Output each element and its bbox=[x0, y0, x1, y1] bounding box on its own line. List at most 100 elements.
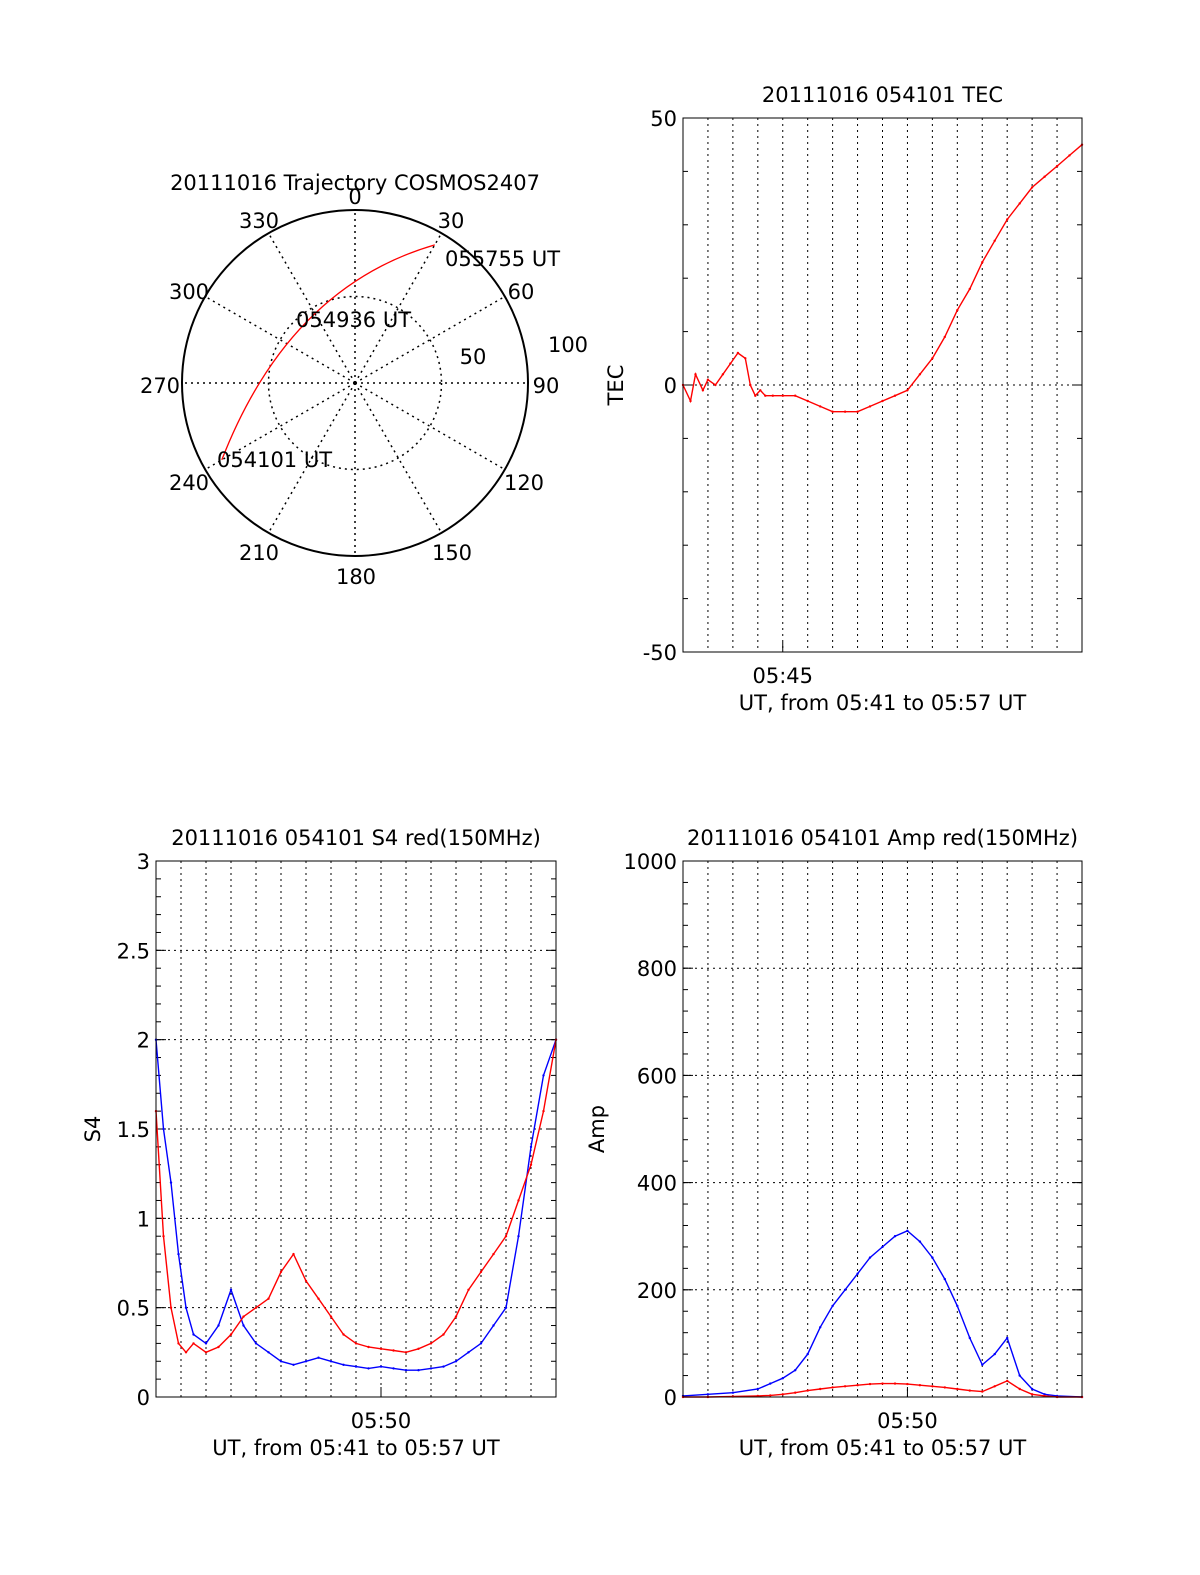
data-point bbox=[868, 405, 872, 408]
data-point bbox=[329, 1360, 333, 1363]
data-point bbox=[404, 1351, 408, 1354]
data-point bbox=[169, 1181, 173, 1184]
data-point bbox=[517, 1199, 520, 1202]
plot-frame bbox=[155, 860, 557, 1398]
ring-label: 100 bbox=[548, 333, 588, 357]
data-point bbox=[504, 1306, 508, 1309]
y-tick-label: 0.5 bbox=[117, 1297, 150, 1321]
data-point bbox=[467, 1288, 470, 1292]
y-axis-label: Amp bbox=[585, 1105, 609, 1153]
data-point bbox=[769, 1394, 772, 1397]
data-point bbox=[1006, 218, 1009, 221]
azimuth-label: 180 bbox=[336, 565, 376, 589]
data-point bbox=[794, 1391, 797, 1394]
azimuth-label: 150 bbox=[432, 541, 472, 565]
data-point bbox=[342, 1363, 345, 1367]
data-point bbox=[931, 357, 934, 360]
azimuth-label: 120 bbox=[504, 471, 544, 495]
data-point bbox=[1030, 1393, 1034, 1396]
data-point bbox=[1043, 175, 1046, 178]
data-point bbox=[769, 1382, 772, 1385]
data-point bbox=[169, 1306, 173, 1309]
spoke bbox=[354, 232, 443, 384]
data-point bbox=[819, 405, 822, 408]
azimuth-label: 210 bbox=[239, 541, 279, 565]
data-point bbox=[694, 373, 697, 376]
data-point bbox=[881, 1382, 884, 1385]
data-point bbox=[542, 1109, 545, 1113]
data-point bbox=[819, 1387, 822, 1391]
data-point bbox=[517, 1235, 520, 1238]
data-point bbox=[831, 410, 834, 413]
spoke bbox=[354, 382, 506, 471]
ring-label: 50 bbox=[460, 345, 487, 369]
data-point bbox=[292, 1252, 295, 1256]
data-point bbox=[781, 1377, 784, 1380]
data-point bbox=[254, 1306, 258, 1309]
data-point bbox=[229, 1288, 233, 1292]
data-point bbox=[317, 1356, 320, 1359]
y-tick-label: 200 bbox=[637, 1279, 677, 1303]
data-point bbox=[304, 1279, 308, 1283]
chart-title: 20111016 054101 S4 red(150MHz) bbox=[171, 826, 541, 850]
data-point bbox=[184, 1306, 188, 1309]
data-point bbox=[1018, 202, 1021, 205]
data-point bbox=[981, 1390, 984, 1393]
azimuth-label: 0 bbox=[348, 185, 361, 209]
data-point bbox=[329, 1315, 333, 1318]
data-point bbox=[906, 389, 909, 392]
data-point bbox=[956, 1387, 959, 1391]
data-point bbox=[706, 378, 710, 381]
data-point bbox=[893, 394, 897, 397]
data-point bbox=[868, 1382, 872, 1386]
y-tick-label: 3 bbox=[137, 850, 150, 874]
data-point bbox=[956, 1304, 959, 1308]
data-point bbox=[242, 1324, 245, 1327]
data-point bbox=[242, 1315, 245, 1318]
data-point bbox=[192, 1333, 195, 1336]
data-point bbox=[856, 1384, 859, 1387]
data-point bbox=[729, 362, 732, 365]
data-point bbox=[204, 1342, 208, 1345]
data-point bbox=[856, 410, 859, 413]
data-point bbox=[442, 1333, 445, 1336]
data-point bbox=[843, 1288, 847, 1292]
data-point bbox=[367, 1345, 370, 1349]
data-point bbox=[981, 1363, 984, 1367]
data-point bbox=[968, 287, 971, 291]
spoke bbox=[267, 382, 356, 534]
y-tick-label: 0 bbox=[664, 374, 677, 398]
data-point bbox=[162, 1127, 165, 1131]
data-point bbox=[918, 1240, 922, 1243]
outer-ring bbox=[181, 209, 529, 557]
data-point bbox=[184, 1351, 188, 1354]
data-point bbox=[504, 1235, 508, 1238]
y-tick-label: 1 bbox=[137, 1207, 150, 1231]
data-point bbox=[1006, 1379, 1009, 1383]
data-point bbox=[479, 1342, 483, 1345]
data-point bbox=[754, 394, 757, 397]
data-point bbox=[736, 351, 740, 355]
data-point bbox=[429, 1342, 433, 1345]
data-point bbox=[404, 1369, 408, 1372]
trajectory-line bbox=[221, 244, 435, 461]
data-point bbox=[267, 1351, 270, 1354]
data-point bbox=[217, 1345, 220, 1349]
data-point bbox=[367, 1367, 370, 1370]
series-line bbox=[682, 144, 1083, 413]
y-tick-label: 1000 bbox=[624, 850, 677, 874]
inner-ring bbox=[267, 295, 443, 471]
y-tick-label: 1.5 bbox=[117, 1118, 150, 1142]
chart-title: 20111016 054101 TEC bbox=[762, 83, 1003, 107]
data-point bbox=[956, 309, 959, 312]
spoke bbox=[204, 382, 356, 471]
y-tick-label: 800 bbox=[637, 957, 677, 981]
y-tick-label: 0 bbox=[664, 1386, 677, 1410]
data-point bbox=[794, 394, 797, 397]
data-point bbox=[304, 1360, 308, 1363]
x-axis-label: UT, from 05:41 to 05:57 UT bbox=[212, 1436, 500, 1460]
data-point bbox=[721, 373, 725, 376]
data-point bbox=[701, 389, 705, 392]
